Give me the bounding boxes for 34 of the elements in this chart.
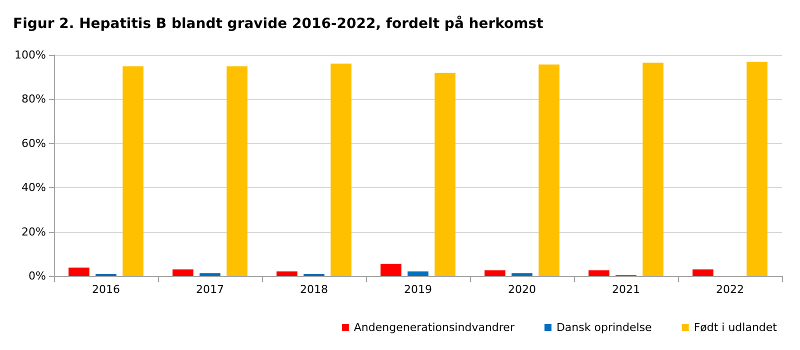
y-tick-label: 20% — [22, 225, 46, 238]
x-tick-label: 2021 — [612, 283, 640, 296]
legend-label: Født i udlandet — [694, 321, 778, 334]
x-tick-label: 2017 — [196, 283, 224, 296]
x-tick-label: 2022 — [716, 283, 744, 296]
x-tick-label: 2020 — [508, 283, 536, 296]
legend-label: Andengenerationsindvandrer — [354, 321, 515, 334]
bar — [330, 64, 352, 276]
x-tick-label: 2016 — [92, 283, 120, 296]
y-tick-label: 60% — [22, 136, 46, 150]
y-tick-label: 100% — [14, 48, 46, 62]
bar — [172, 269, 194, 276]
x-tick-label: 2019 — [404, 283, 432, 296]
y-tick-label: 40% — [22, 181, 46, 194]
bar — [484, 270, 506, 276]
y-tick-label: 80% — [22, 92, 46, 106]
bar — [588, 270, 610, 276]
bar — [408, 271, 428, 276]
legend-label: Dansk oprindelse — [556, 321, 652, 334]
bar — [276, 271, 298, 276]
x-tick-label: 2018 — [300, 283, 328, 296]
bar — [122, 66, 144, 276]
bar — [692, 269, 714, 276]
bar — [746, 62, 768, 276]
bar — [200, 273, 220, 276]
bar — [538, 64, 560, 276]
y-tick-label: 0% — [28, 270, 46, 282]
bar — [434, 72, 456, 276]
bar — [380, 264, 402, 276]
bar — [512, 273, 532, 276]
chart-title: Figur 2. Hepatitis B blandt gravide 2016-2022, fordelt på herkomst — [13, 15, 544, 32]
bar — [226, 66, 248, 276]
bar — [642, 62, 664, 276]
bar — [68, 268, 90, 276]
